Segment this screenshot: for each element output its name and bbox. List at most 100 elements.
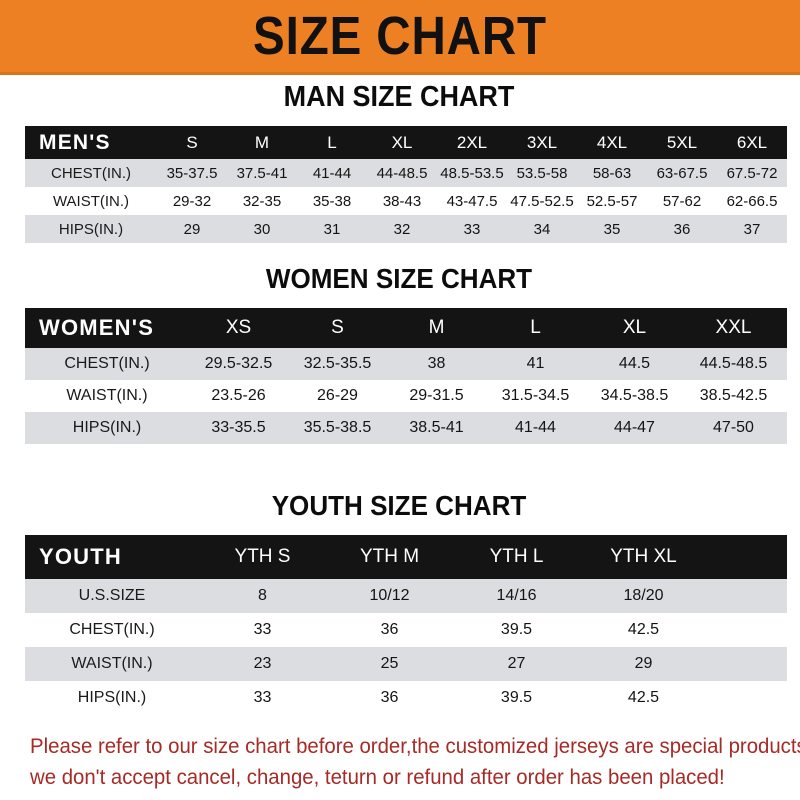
youth-cell-r1-c4: 18/20 [580, 579, 707, 613]
women-cell-r1-c5: 44.5 [585, 348, 684, 380]
youth-row-filler-2 [707, 613, 787, 647]
women-cell-r2-c4: 31.5-34.5 [486, 380, 585, 412]
men-cell-r3-c4: 32 [367, 215, 437, 243]
women-size-header-3: M [387, 308, 486, 348]
youth-cell-r1-c3: 14/16 [453, 579, 580, 613]
women-cell-r1-c6: 44.5-48.5 [684, 348, 783, 380]
men-cell-r1-c4: 44-48.5 [367, 159, 437, 187]
section-men: MAN SIZE CHART MEN'S S M L XL 2XL 3XL 4XL 5XL 6XL… [25, 80, 787, 243]
men-cell-r1-c9: 67.5-72 [717, 159, 787, 187]
women-size-header-1: XS [189, 308, 288, 348]
women-cell-r3-c4: 41-44 [486, 412, 585, 444]
section-title-women: WOMEN SIZE CHART [265, 263, 533, 294]
disclaimer-line-1: Please refer to our size chart before or… [30, 735, 800, 758]
youth-row-filler-3 [707, 647, 787, 681]
men-corner-label: MEN'S [25, 126, 157, 159]
table-row: WAIST(IN.) 23.5-26 26-29 29-31.5 31.5-34.5 34… [25, 380, 787, 412]
table-row: WAIST(IN.) 29-32 32-35 35-38 38-43 43-47.5 47.… [25, 187, 787, 215]
men-cell-r2-c2: 32-35 [227, 187, 297, 215]
youth-cell-r3-c1: 23 [199, 647, 326, 681]
men-cell-r1-c7: 58-63 [577, 159, 647, 187]
youth-cell-r3-c4: 29 [580, 647, 707, 681]
page-banner: SIZE CHART [0, 0, 800, 75]
men-cell-r3-c2: 30 [227, 215, 297, 243]
women-size-header-6: XXL [684, 308, 783, 348]
youth-cell-r4-c2: 36 [326, 681, 453, 715]
table-row: CHEST(IN.) 35-37.5 37.5-41 41-44 44-48.5 48.5… [25, 159, 787, 187]
women-row-label-2: WAIST(IN.) [25, 380, 189, 412]
women-row-label-3: HIPS(IN.) [25, 412, 189, 444]
men-cell-r1-c2: 37.5-41 [227, 159, 297, 187]
youth-cell-r3-c2: 25 [326, 647, 453, 681]
women-row-label-1: CHEST(IN.) [25, 348, 189, 380]
women-row-filler-2 [783, 380, 787, 412]
youth-size-header-4: YTH XL [580, 535, 707, 579]
table-row: U.S.SIZE 8 10/12 14/16 18/20 [25, 579, 787, 613]
table-row: CHEST(IN.) 33 36 39.5 42.5 [25, 613, 787, 647]
men-size-header-8: 5XL [647, 126, 717, 159]
youth-cell-r2-c1: 33 [199, 613, 326, 647]
men-cell-r2-c6: 47.5-52.5 [507, 187, 577, 215]
women-size-table: WOMEN'S XS S M L XL XXL CHEST(IN.) 29.5-32.5 32.5… [25, 308, 787, 444]
women-corner-label: WOMEN'S [25, 308, 189, 348]
youth-row-label-2: CHEST(IN.) [25, 613, 199, 647]
youth-size-header-2: YTH M [326, 535, 453, 579]
women-row-filler-1 [783, 348, 787, 380]
youth-cell-r2-c3: 39.5 [453, 613, 580, 647]
men-size-header-7: 4XL [577, 126, 647, 159]
women-cell-r3-c5: 44-47 [585, 412, 684, 444]
section-youth: YOUTH SIZE CHART YOUTH YTH S YTH M YTH L YTH… [25, 489, 787, 715]
women-cell-r1-c4: 41 [486, 348, 585, 380]
men-cell-r2-c9: 62-66.5 [717, 187, 787, 215]
men-cell-r1-c8: 63-67.5 [647, 159, 717, 187]
youth-cell-r4-c4: 42.5 [580, 681, 707, 715]
men-cell-r2-c1: 29-32 [157, 187, 227, 215]
men-cell-r3-c1: 29 [157, 215, 227, 243]
women-cell-r2-c6: 38.5-42.5 [684, 380, 783, 412]
table-row: HIPS(IN.) 33 36 39.5 42.5 [25, 681, 787, 715]
section-title-youth: YOUTH SIZE CHART [271, 490, 527, 521]
disclaimer-line-2: we don't accept cancel, change, teturn o… [30, 766, 725, 789]
men-cell-r2-c8: 57-62 [647, 187, 717, 215]
youth-row-filler-1 [707, 579, 787, 613]
women-cell-r1-c3: 38 [387, 348, 486, 380]
youth-size-table: YOUTH YTH S YTH M YTH L YTH XL U.S.SIZE 8 10/12… [25, 535, 787, 715]
men-cell-r1-c6: 53.5-58 [507, 159, 577, 187]
section-title-men: MAN SIZE CHART [283, 81, 515, 113]
youth-row-filler-4 [707, 681, 787, 715]
youth-size-header-3: YTH L [453, 535, 580, 579]
youth-row-label-1: U.S.SIZE [25, 579, 199, 613]
men-cell-r3-c8: 36 [647, 215, 717, 243]
women-cell-r1-c2: 32.5-35.5 [288, 348, 387, 380]
men-size-header-5: 2XL [437, 126, 507, 159]
women-cell-r2-c1: 23.5-26 [189, 380, 288, 412]
table-row: HIPS(IN.) 33-35.5 35.5-38.5 38.5-41 41-44 44-… [25, 412, 787, 444]
youth-cell-r2-c2: 36 [326, 613, 453, 647]
men-size-table: MEN'S S M L XL 2XL 3XL 4XL 5XL 6XL CHEST(IN.) 35-37… [25, 126, 787, 243]
men-cell-r1-c5: 48.5-53.5 [437, 159, 507, 187]
women-row-filler-3 [783, 412, 787, 444]
youth-row-label-4: HIPS(IN.) [25, 681, 199, 715]
women-size-header-2: S [288, 308, 387, 348]
section-women: WOMEN SIZE CHART WOMEN'S XS S M L XL XXL CHEST(… [25, 262, 787, 444]
men-size-header-4: XL [367, 126, 437, 159]
men-cell-r3-c6: 34 [507, 215, 577, 243]
youth-cell-r4-c3: 39.5 [453, 681, 580, 715]
youth-cell-r1-c2: 10/12 [326, 579, 453, 613]
youth-cell-r4-c1: 33 [199, 681, 326, 715]
women-size-header-5: XL [585, 308, 684, 348]
youth-row-label-3: WAIST(IN.) [25, 647, 199, 681]
women-cell-r2-c3: 29-31.5 [387, 380, 486, 412]
table-row: WAIST(IN.) 23 25 27 29 [25, 647, 787, 681]
women-header-filler [783, 308, 787, 348]
table-row: HIPS(IN.) 29 30 31 32 33 34 35 36 37 [25, 215, 787, 243]
men-size-header-6: 3XL [507, 126, 577, 159]
women-header-row: WOMEN'S XS S M L XL XXL [25, 308, 787, 348]
men-cell-r2-c7: 52.5-57 [577, 187, 647, 215]
page-title: SIZE CHART [253, 6, 547, 66]
youth-cell-r3-c3: 27 [453, 647, 580, 681]
men-size-header-1: S [157, 126, 227, 159]
women-cell-r2-c2: 26-29 [288, 380, 387, 412]
men-size-header-9: 6XL [717, 126, 787, 159]
